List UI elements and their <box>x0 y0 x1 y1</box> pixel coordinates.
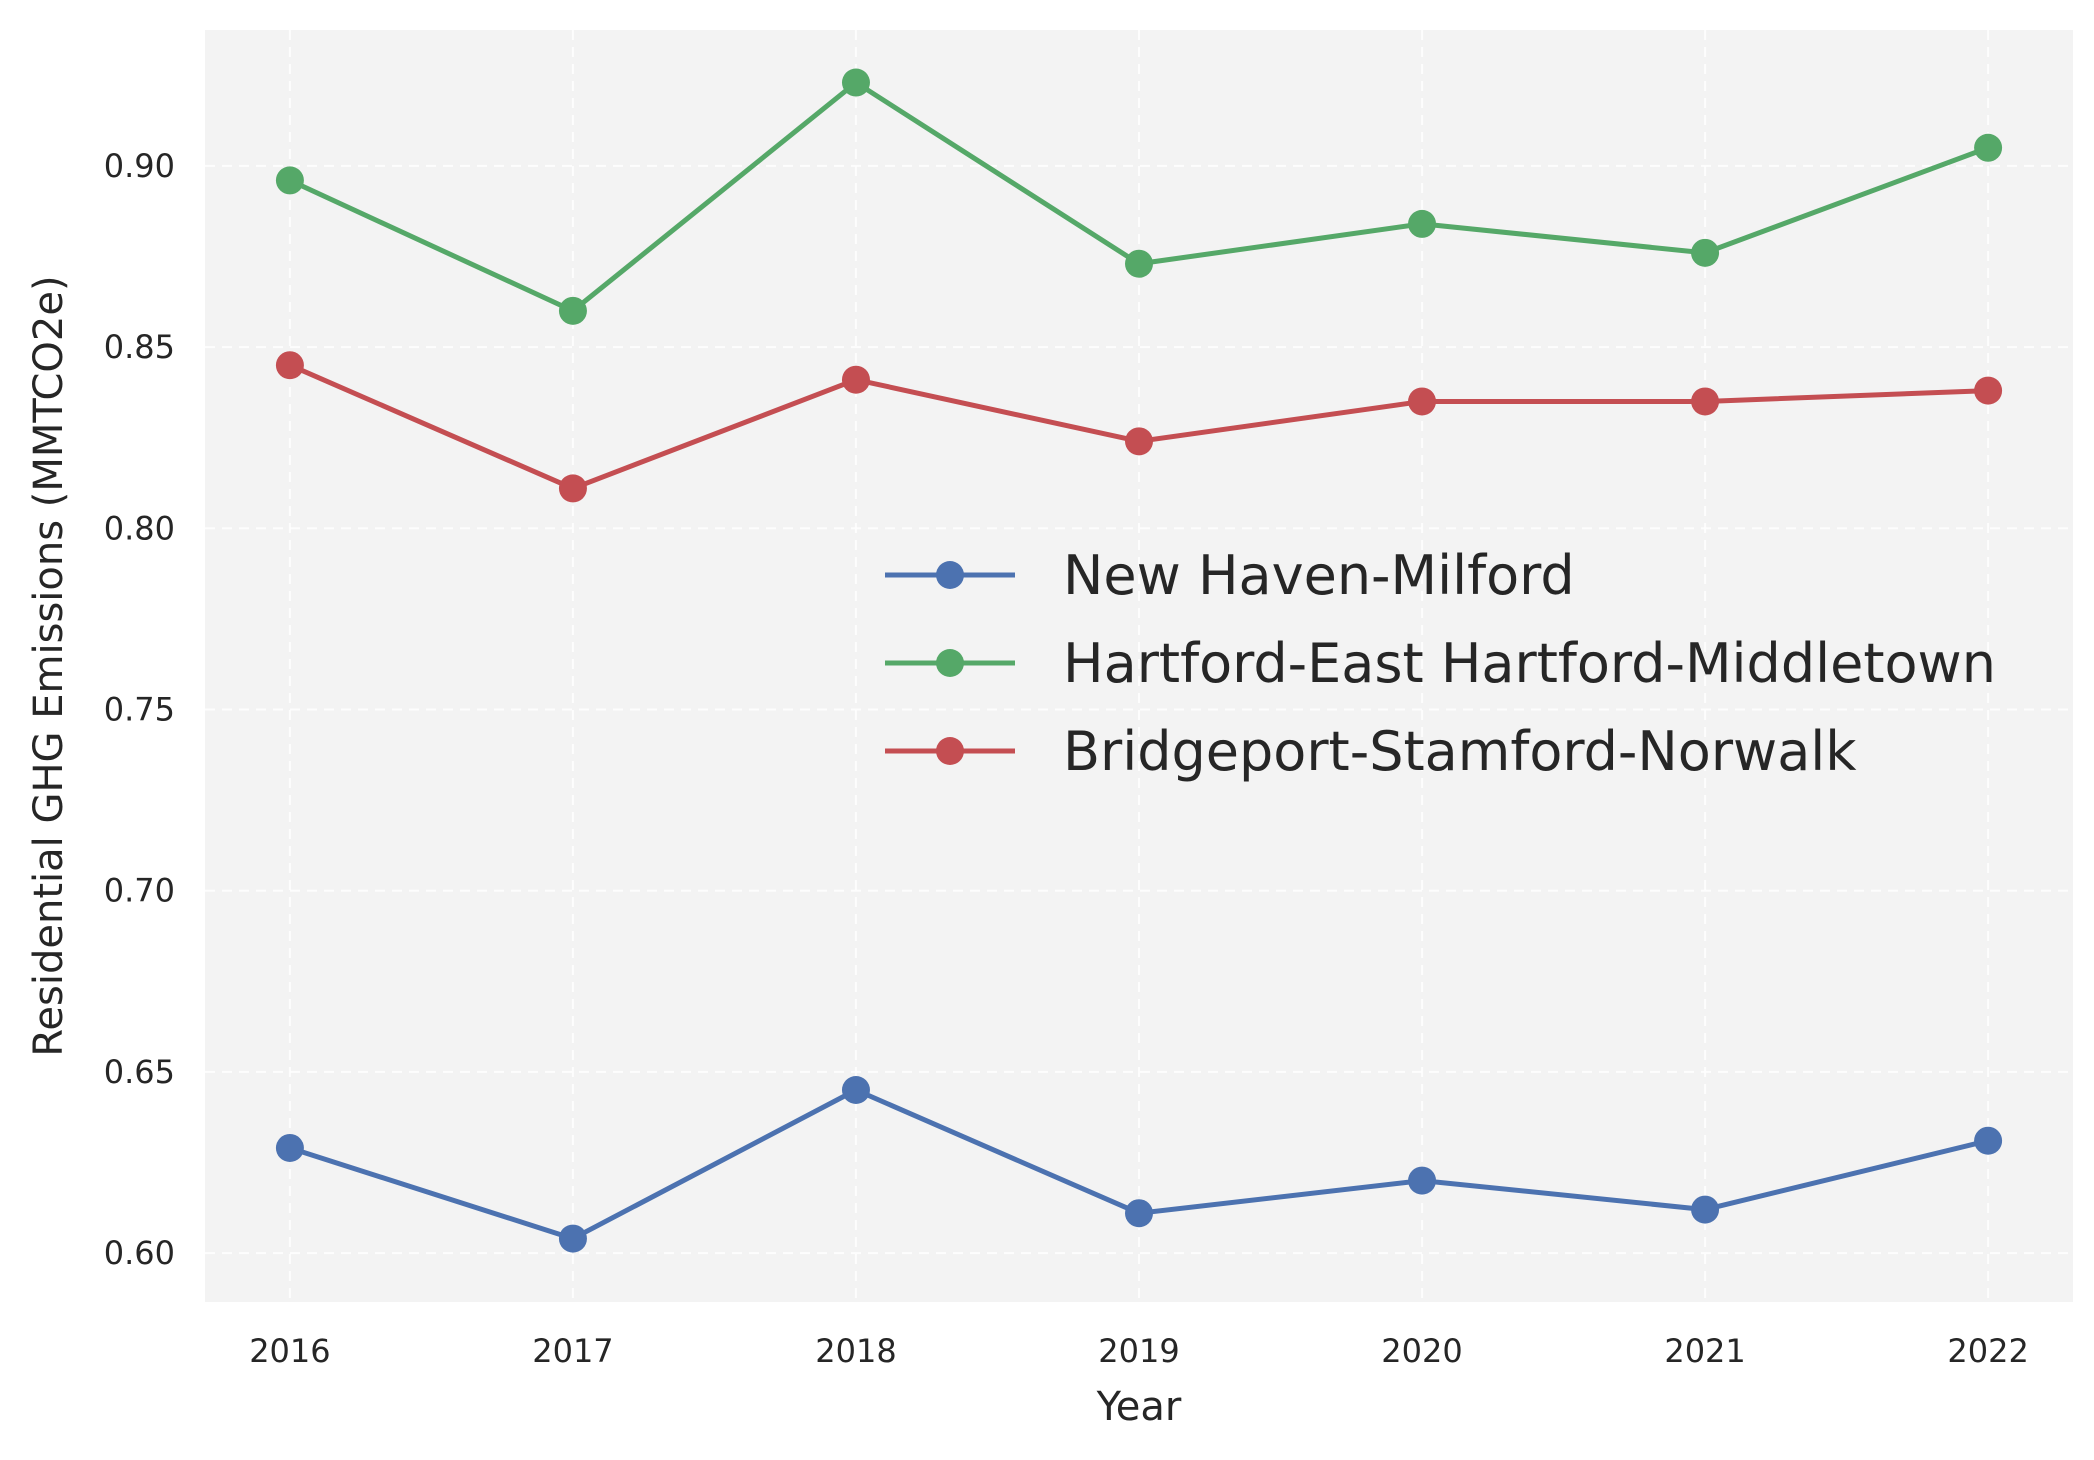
data-point <box>1125 249 1153 278</box>
data-point <box>1408 387 1437 416</box>
data-point <box>1974 133 2003 162</box>
legend-label: Hartford-East Hartford-Middletown <box>1063 632 1996 695</box>
x-tick-label: 2021 <box>1664 1332 1745 1370</box>
y-tick-label: 0.70 <box>104 872 175 910</box>
data-point <box>558 1224 587 1253</box>
legend-marker <box>936 561 964 589</box>
data-point <box>1125 427 1153 456</box>
legend-marker <box>936 737 964 765</box>
data-point <box>558 296 587 325</box>
data-point <box>1408 209 1437 238</box>
y-tick-label: 0.75 <box>104 690 175 728</box>
x-tick-label: 2017 <box>532 1332 613 1370</box>
data-point <box>1691 1195 1720 1224</box>
legend-marker <box>936 649 964 677</box>
data-point <box>841 1076 870 1104</box>
y-axis-label: Residential GHG Emissions (MMTCO2e) <box>26 275 72 1056</box>
gridlines <box>205 30 2073 1302</box>
data-point <box>1691 238 1720 267</box>
legend-entry: New Haven-Milford <box>885 544 1575 607</box>
data-point <box>1974 376 2003 405</box>
data-point <box>841 68 870 97</box>
y-tick-label: 0.65 <box>104 1053 175 1091</box>
data-point <box>1125 1199 1153 1228</box>
x-axis-label: Year <box>1096 1384 1182 1430</box>
y-tick-label: 0.85 <box>104 328 175 366</box>
legend: New Haven-Milford Hartford-East Hartford-… <box>885 544 1996 783</box>
data-point <box>1408 1166 1437 1195</box>
legend-label: Bridgeport-Stamford-Norwalk <box>1063 720 1857 783</box>
x-tick-label: 2020 <box>1381 1332 1462 1370</box>
data-point <box>275 351 304 380</box>
data-point <box>1974 1126 2003 1155</box>
x-tick-label: 2022 <box>1947 1332 2028 1370</box>
data-point <box>275 166 304 195</box>
series-3 <box>275 351 2003 503</box>
series-1 <box>275 1076 2003 1253</box>
data-point <box>558 474 587 503</box>
legend-entry: Hartford-East Hartford-Middletown <box>885 632 1996 695</box>
legend-label: New Haven-Milford <box>1063 544 1575 607</box>
x-tick-label: 2016 <box>249 1332 330 1370</box>
y-tick-label: 0.80 <box>104 509 175 547</box>
data-point <box>1691 387 1720 416</box>
series-group <box>275 68 2003 1253</box>
legend-entry: Bridgeport-Stamford-Norwalk <box>885 720 1857 783</box>
y-tick-label: 0.60 <box>104 1234 175 1272</box>
x-tick-label: 2019 <box>1098 1332 1179 1370</box>
tick-labels: 2016 2017 2018 2019 2020 2021 2022 0.60 0.65 0.70… <box>104 147 2029 1370</box>
data-point <box>275 1133 304 1162</box>
data-point <box>841 365 870 394</box>
x-tick-label: 2018 <box>815 1332 896 1370</box>
series-2 <box>275 68 2003 325</box>
y-tick-label: 0.90 <box>104 147 175 185</box>
